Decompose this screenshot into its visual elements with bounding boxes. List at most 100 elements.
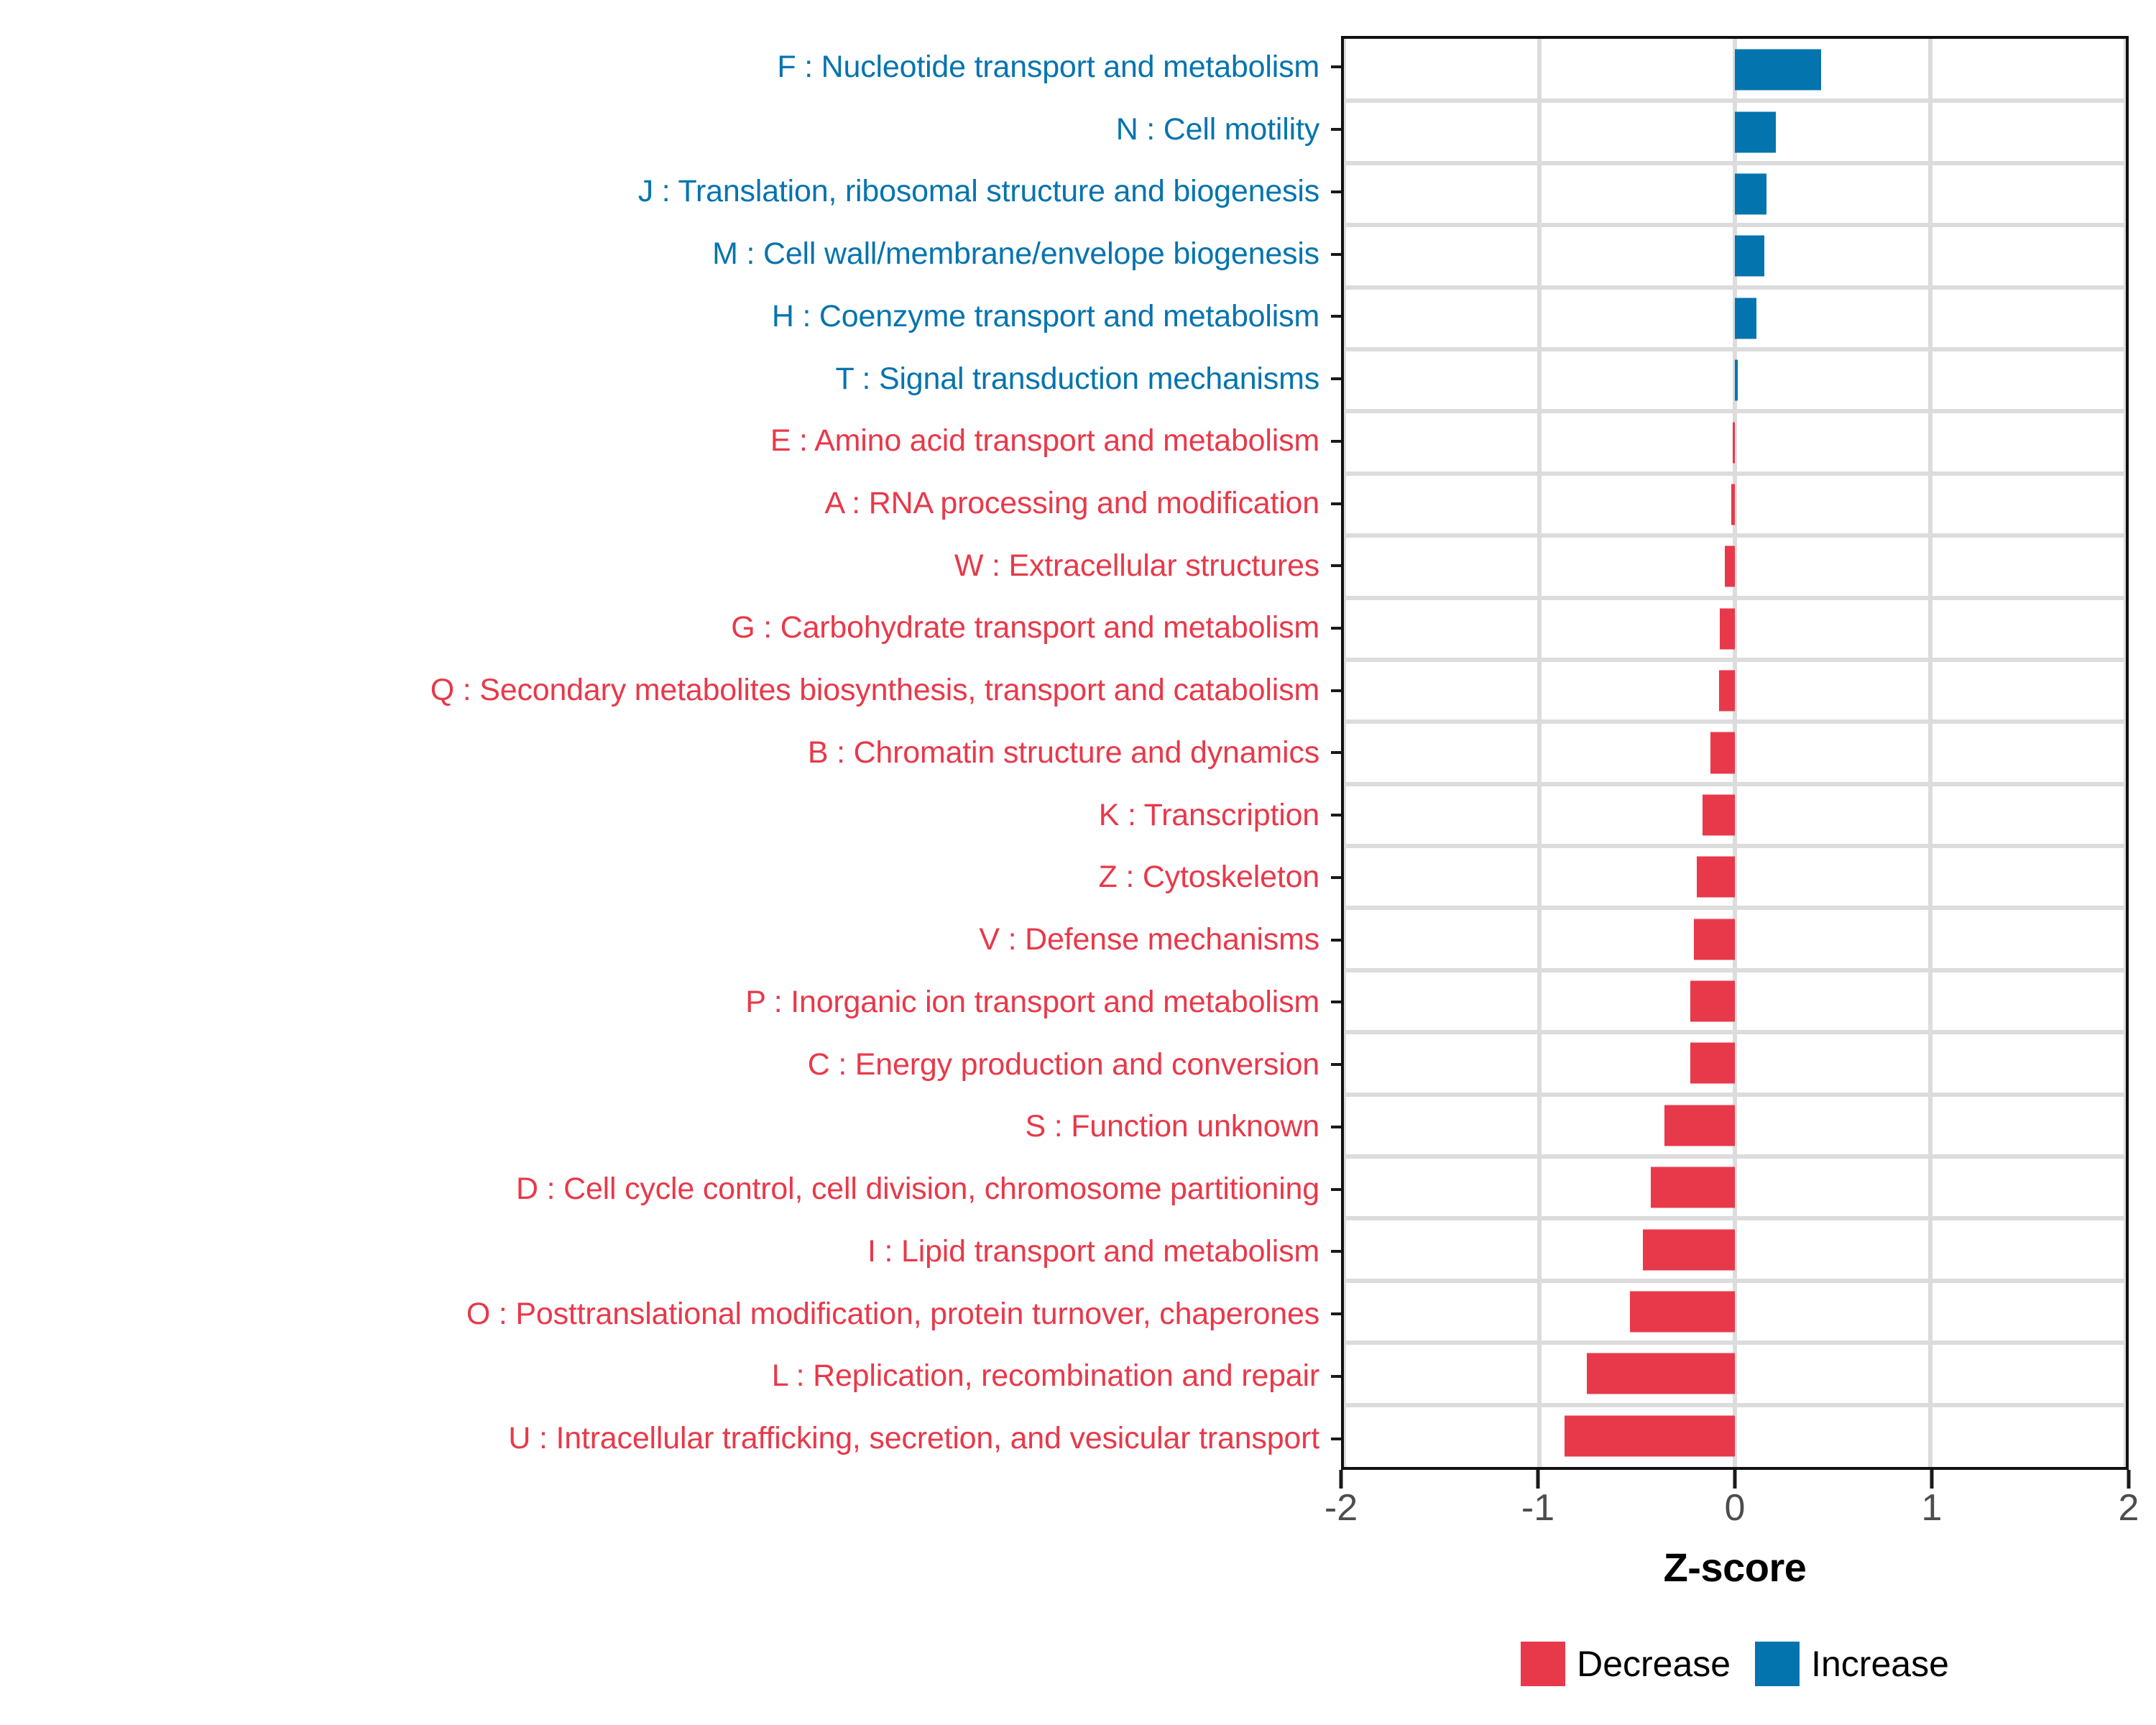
x-axis-title: Z-score bbox=[1663, 1545, 1807, 1590]
y-axis-tick bbox=[1330, 722, 1341, 784]
bar[interactable] bbox=[1643, 1229, 1735, 1271]
legend-swatch bbox=[1521, 1642, 1566, 1686]
bar-row bbox=[1344, 784, 2126, 849]
bar[interactable] bbox=[1693, 919, 1735, 960]
bar[interactable] bbox=[1735, 111, 1777, 153]
y-axis-tick bbox=[1330, 659, 1341, 722]
category-label: C : Energy production and conversion bbox=[807, 1046, 1319, 1082]
bar-rows bbox=[1344, 39, 2126, 1467]
category-label: K : Transcription bbox=[1098, 797, 1319, 832]
bar[interactable] bbox=[1735, 359, 1738, 401]
bar-row bbox=[1344, 535, 2126, 600]
category-label: W : Extracellular structures bbox=[954, 548, 1319, 583]
bar[interactable] bbox=[1735, 173, 1766, 215]
bar-row bbox=[1344, 1405, 2126, 1467]
bar-row bbox=[1344, 970, 2126, 1035]
bar[interactable] bbox=[1690, 1042, 1735, 1084]
bar-row bbox=[1344, 225, 2126, 290]
x-axis-tick bbox=[1536, 1470, 1540, 1489]
bar[interactable] bbox=[1696, 856, 1735, 898]
category-label: N : Cell motility bbox=[1115, 111, 1320, 147]
bar[interactable] bbox=[1710, 732, 1735, 773]
y-axis-tick bbox=[1330, 410, 1341, 472]
x-axis-tick-label: 2 bbox=[2118, 1487, 2139, 1529]
y-axis-tick bbox=[1330, 1034, 1341, 1096]
x-axis-tick-labels: -2 -1 0 1 2 bbox=[1325, 1487, 2139, 1537]
y-axis-tick bbox=[1330, 1283, 1341, 1346]
y-axis-tick bbox=[1330, 348, 1341, 410]
bar[interactable] bbox=[1630, 1291, 1735, 1333]
y-axis-tick-column bbox=[1330, 36, 1341, 1470]
bar[interactable] bbox=[1719, 670, 1735, 712]
bar-row bbox=[1344, 288, 2126, 352]
legend-item[interactable]: Decrease bbox=[1521, 1642, 1731, 1686]
vertical-gridline bbox=[1733, 39, 1737, 1467]
bar-row bbox=[1344, 1218, 2126, 1284]
bar-row bbox=[1344, 39, 2126, 104]
bar[interactable] bbox=[1651, 1167, 1735, 1208]
bar-row bbox=[1344, 908, 2126, 973]
bar-row bbox=[1344, 1095, 2126, 1159]
bar[interactable] bbox=[1720, 608, 1735, 650]
category-label: G : Carbohydrate transport and metabolis… bbox=[731, 610, 1319, 645]
legend-label: Decrease bbox=[1577, 1644, 1731, 1684]
x-axis-tick-label: -1 bbox=[1521, 1487, 1555, 1529]
category-label: E : Amino acid transport and metabolism bbox=[770, 423, 1319, 459]
vertical-gridline bbox=[2124, 39, 2126, 1467]
category-label: B : Chromatin structure and dynamics bbox=[807, 735, 1319, 770]
bar-row bbox=[1344, 163, 2126, 228]
bar[interactable] bbox=[1690, 980, 1735, 1022]
bar[interactable] bbox=[1735, 49, 1821, 91]
category-label: U : Intracellular trafficking, secretion… bbox=[508, 1421, 1319, 1456]
bar[interactable] bbox=[1731, 484, 1735, 525]
y-axis-tick bbox=[1330, 1345, 1341, 1407]
bar[interactable] bbox=[1725, 546, 1735, 587]
bar[interactable] bbox=[1664, 1105, 1735, 1146]
bar-row bbox=[1344, 1032, 2126, 1098]
y-axis-tick bbox=[1330, 1220, 1341, 1283]
x-axis-tick-label: -2 bbox=[1324, 1487, 1358, 1529]
category-label: D : Cell cycle control, cell division, c… bbox=[516, 1172, 1319, 1207]
bar-row bbox=[1344, 660, 2126, 724]
bar[interactable] bbox=[1735, 298, 1756, 339]
y-axis-tick bbox=[1330, 1407, 1341, 1470]
category-label: I : Lipid transport and metabolism bbox=[867, 1233, 1319, 1269]
bar-row bbox=[1344, 846, 2126, 911]
bar[interactable] bbox=[1587, 1353, 1735, 1394]
category-label: F : Nucleotide transport and metabolism bbox=[777, 49, 1319, 84]
bar-row bbox=[1344, 474, 2126, 538]
category-label: V : Defense mechanisms bbox=[979, 922, 1319, 957]
vertical-gridline bbox=[1537, 39, 1542, 1467]
y-axis-tick bbox=[1330, 98, 1341, 161]
category-label: M : Cell wall/membrane/envelope biogenes… bbox=[712, 236, 1319, 272]
bar-row bbox=[1344, 411, 2126, 477]
bar[interactable] bbox=[1702, 794, 1735, 836]
category-label: J : Translation, ribosomal structure and… bbox=[637, 174, 1319, 209]
x-axis-tick bbox=[2127, 1470, 2131, 1489]
bar-row bbox=[1344, 722, 2126, 787]
y-axis-tick bbox=[1330, 1158, 1341, 1220]
vertical-gridline bbox=[1928, 39, 1932, 1467]
bar[interactable] bbox=[1732, 422, 1735, 464]
bar-row bbox=[1344, 598, 2126, 663]
category-label: O : Posttranslational modification, prot… bbox=[466, 1296, 1319, 1331]
bar-row bbox=[1344, 101, 2126, 166]
y-axis-tick bbox=[1330, 160, 1341, 223]
y-axis-tick bbox=[1330, 597, 1341, 660]
category-label: T : Signal transduction mechanisms bbox=[835, 361, 1319, 396]
y-axis-tick bbox=[1330, 472, 1341, 535]
plot-panel bbox=[1341, 36, 2129, 1470]
category-label: Z : Cytoskeleton bbox=[1098, 860, 1320, 895]
bar[interactable] bbox=[1565, 1415, 1735, 1457]
x-axis-tick bbox=[1339, 1470, 1343, 1489]
category-label: S : Function unknown bbox=[1025, 1109, 1319, 1144]
x-axis-tick bbox=[1930, 1470, 1934, 1489]
bar-row bbox=[1344, 349, 2126, 414]
chart-legend: Decrease Increase bbox=[1341, 1632, 2129, 1696]
bar-row bbox=[1344, 1156, 2126, 1221]
y-axis-tick bbox=[1330, 535, 1341, 597]
legend-item[interactable]: Increase bbox=[1755, 1642, 1949, 1686]
bar[interactable] bbox=[1735, 235, 1764, 277]
vertical-gridline bbox=[1344, 39, 1346, 1467]
